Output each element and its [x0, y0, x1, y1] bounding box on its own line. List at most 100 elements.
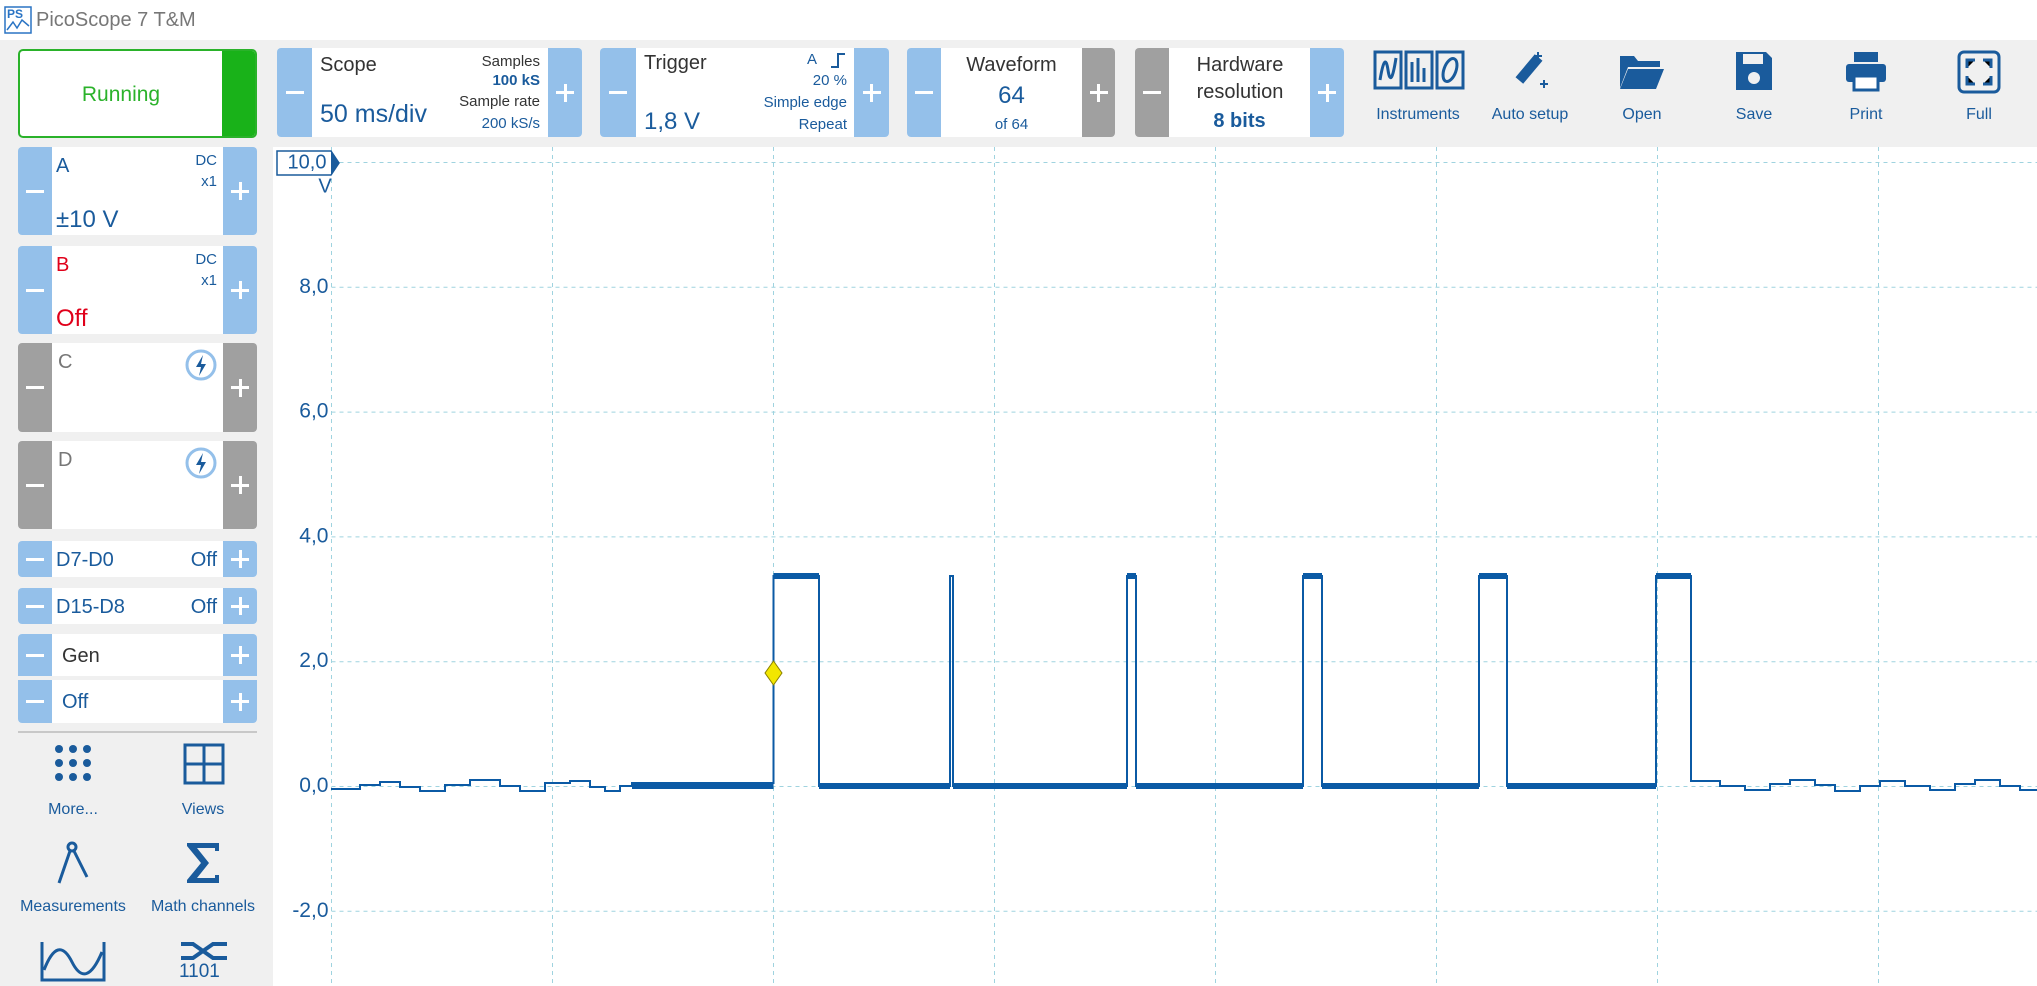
generator-control: Gen Off — [18, 634, 257, 723]
trigger-level: 1,8 V — [644, 108, 701, 135]
channel-decrease[interactable] — [18, 246, 52, 334]
math-channels-button[interactable]: Math channels — [143, 838, 263, 918]
serial-label: 1101 — [179, 961, 220, 982]
resolution-decrease[interactable] — [1135, 48, 1169, 137]
digital-decrease[interactable] — [18, 588, 52, 624]
logo-text: PS — [7, 7, 23, 21]
trigger-type: Simple edge — [763, 94, 847, 111]
digital-increase[interactable] — [223, 588, 257, 624]
print-button[interactable]: Print — [1796, 40, 1936, 140]
channel-increase[interactable] — [223, 147, 257, 235]
channel-increase[interactable] — [223, 343, 257, 432]
generator-decrease[interactable] — [18, 680, 52, 723]
more-icon — [55, 745, 91, 781]
sample-rate-label: Sample rate — [459, 93, 540, 110]
scope-increase[interactable] — [548, 48, 582, 137]
toolbar-label: Print — [1849, 106, 1883, 123]
resolution-label: Hardware resolution — [1196, 54, 1284, 103]
axis-top-label: 10,0 — [288, 151, 327, 173]
window-title: PicoScope 7 T&M — [36, 9, 196, 31]
auto-setup-button[interactable]: Auto setup — [1460, 40, 1600, 140]
scope-control: Scope 50 ms/div Samples 100 kS Sample ra… — [277, 48, 582, 137]
scope-decrease[interactable] — [277, 48, 312, 137]
generator-name: Gen — [62, 645, 100, 667]
trigger-increase[interactable] — [854, 48, 889, 137]
channel-c: C — [18, 343, 257, 432]
measurements-button[interactable]: Measurements — [13, 838, 133, 918]
channel-coupling: DC — [195, 251, 217, 268]
serial-icon — [181, 942, 227, 960]
channel-decrease[interactable] — [18, 343, 52, 432]
serial-decoding-button[interactable]: 1101 — [175, 940, 231, 986]
generator-decrease[interactable] — [18, 634, 52, 676]
tool-label: Views — [181, 801, 225, 818]
waveform-label: Waveform — [966, 54, 1057, 76]
channel-enable-icon[interactable] — [185, 349, 217, 381]
save-button[interactable]: Save — [1684, 40, 1824, 140]
channel-name: B — [56, 254, 70, 276]
views-icon — [183, 743, 225, 785]
toolbar-label: Open — [1622, 106, 1662, 123]
channel-coupling: DC — [195, 152, 217, 169]
channel-a: A DC x1 ±10 V — [18, 147, 257, 235]
open-button[interactable]: Open — [1572, 40, 1712, 140]
waveform-current: 64 — [998, 82, 1025, 109]
toolbar-label: Instruments — [1376, 106, 1460, 123]
channel-decrease[interactable] — [18, 147, 52, 235]
reference-icon[interactable] — [40, 940, 106, 986]
waveform-trace — [331, 573, 2037, 792]
trigger-position: 20 % — [812, 72, 847, 89]
waveform-decrease[interactable] — [907, 48, 941, 137]
instruments-button[interactable]: Instruments — [1348, 40, 1488, 140]
channel-probe: x1 — [201, 173, 217, 190]
channel-name: D — [58, 449, 73, 471]
trigger-marker[interactable] — [764, 660, 783, 686]
generator-increase[interactable] — [223, 634, 257, 676]
auto-setup-icon — [1515, 52, 1548, 88]
sample-rate-value: 200 kS/s — [481, 115, 540, 132]
timebase: 50 ms/div — [320, 100, 427, 128]
trigger-edge-icon — [831, 53, 845, 68]
trigger-control: Trigger 1,8 V A 20 % Simple edge Repeat — [600, 48, 889, 137]
channel-decrease[interactable] — [18, 441, 52, 529]
measurements-icon — [57, 841, 89, 884]
resolution-value: 8 bits — [1213, 110, 1266, 132]
digital-name: D7-D0 — [56, 549, 114, 571]
waveform-control: Waveform 64 of 64 — [907, 48, 1115, 137]
channel-b: B DC x1 Off — [18, 246, 257, 334]
channel-increase[interactable] — [223, 441, 257, 529]
generator-increase[interactable] — [223, 680, 257, 723]
run-label: Running — [81, 83, 161, 106]
digital-increase[interactable] — [223, 541, 257, 577]
resolution-increase[interactable] — [1310, 48, 1344, 137]
more-button[interactable]: More... — [13, 740, 133, 820]
channel-name: A — [56, 155, 70, 177]
channel-enable-icon[interactable] — [185, 447, 217, 479]
y-tick-label: 4,0 — [299, 524, 328, 547]
digital-group: D15-D8 Off — [18, 588, 257, 624]
samples-value: 100 kS — [492, 72, 540, 89]
trigger-label: Trigger — [644, 52, 707, 74]
channel-probe: x1 — [201, 272, 217, 289]
digital-decrease[interactable] — [18, 541, 52, 577]
channel-increase[interactable] — [223, 246, 257, 334]
instruments-icon — [1373, 50, 1465, 90]
run-button[interactable]: Running — [18, 49, 257, 138]
generator-state: Off — [62, 691, 89, 713]
resolution-control: Hardware resolution 8 bits — [1135, 48, 1344, 137]
waveform-increase[interactable] — [1082, 48, 1115, 137]
digital-group: D7-D0 Off — [18, 541, 257, 577]
trigger-decrease[interactable] — [600, 48, 636, 137]
y-tick-label: 6,0 — [299, 400, 328, 423]
channel-range: ±10 V — [56, 206, 119, 233]
save-icon — [1736, 52, 1772, 90]
y-tick-label: 8,0 — [299, 275, 328, 298]
print-icon — [1846, 52, 1886, 92]
waveform-total: of 64 — [994, 116, 1029, 133]
views-button[interactable]: Views — [143, 740, 263, 820]
toolbar-label: Full — [1966, 106, 1992, 123]
full-screen-button[interactable]: Full — [1909, 40, 2037, 140]
channel-range: Off — [56, 305, 88, 332]
toolbar-label: Auto setup — [1491, 106, 1569, 123]
